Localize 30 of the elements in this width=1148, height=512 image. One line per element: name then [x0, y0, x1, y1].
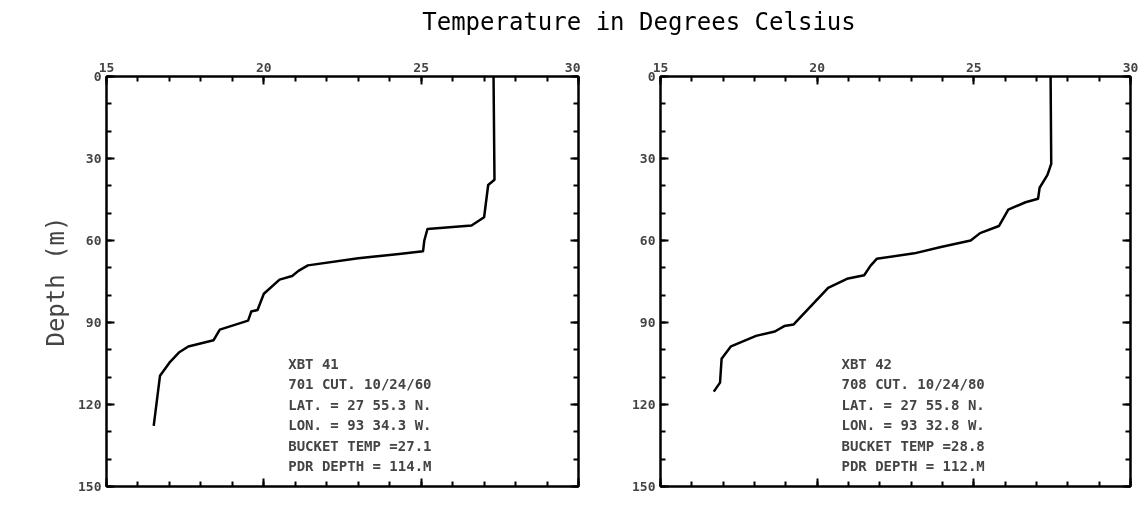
annotation: BUCKET TEMP =28.8 — [841, 437, 985, 454]
y-tick-label: 90 — [85, 315, 102, 330]
y-tick-label: 90 — [639, 315, 656, 330]
y-tick-label: 120 — [78, 397, 102, 412]
x-tick-label: 25 — [966, 59, 982, 75]
annotation: 708 CUT. 10/24/80 — [841, 376, 985, 392]
x-tick-label: 20 — [809, 59, 826, 75]
annotation: PDR DEPTH = 114.M — [288, 458, 432, 474]
y-tick-label: 30 — [85, 151, 102, 166]
y-tick-label: 150 — [632, 479, 656, 494]
annotation: LAT. = 27 55.8 N. — [841, 396, 985, 413]
x-tick-label: 30 — [564, 59, 581, 75]
annotation: BUCKET TEMP =27.1 — [288, 437, 432, 454]
y-axis-title: Depth (m) — [42, 216, 71, 347]
annotation: LON. = 93 34.3 W. — [288, 417, 432, 433]
x-tick-label: 25 — [413, 59, 429, 75]
y-tick-label: 30 — [639, 151, 656, 166]
annotation: 701 CUT. 10/24/60 — [288, 376, 432, 392]
x-tick-label: 20 — [256, 59, 272, 75]
annotation: LON. = 93 32.8 W. — [841, 417, 985, 433]
text: Temperature in Degrees Celsius — [422, 7, 856, 38]
y-tick-label: 150 — [78, 479, 102, 494]
annotation: XBT 41 — [288, 355, 339, 372]
annotation: LAT. = 27 55.3 N. — [288, 396, 432, 413]
annotation: PDR DEPTH = 112.M — [841, 458, 985, 474]
y-tick-label: 120 — [632, 397, 656, 412]
y-tick-label: 60 — [639, 233, 656, 248]
x-tick-label: 30 — [1122, 59, 1139, 75]
y-tick-label: 60 — [85, 233, 102, 248]
annotation: XBT 42 — [841, 355, 893, 372]
